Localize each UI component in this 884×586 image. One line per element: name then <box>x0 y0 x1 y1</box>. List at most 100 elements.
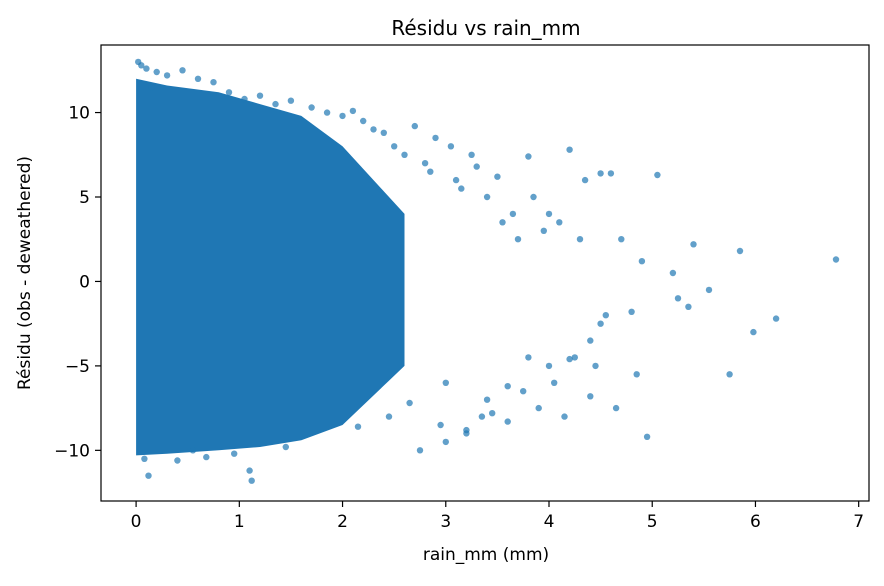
scatter-point <box>690 241 697 248</box>
scatter-point <box>148 84 155 91</box>
scatter-point <box>437 421 444 429</box>
data-points <box>135 58 840 484</box>
scatter-point <box>463 426 470 434</box>
scatter-point <box>669 269 677 277</box>
x-tick-label: 0 <box>131 512 142 532</box>
scatter-point <box>576 236 584 243</box>
y-tick-label: −5 <box>65 357 90 377</box>
scatter-point <box>447 143 455 150</box>
scatter-point <box>380 129 387 136</box>
scatter-point <box>241 95 248 103</box>
scatter-point <box>416 447 424 454</box>
scatter-point <box>612 404 620 412</box>
scatter-point <box>385 413 393 420</box>
scatter-point <box>401 151 408 158</box>
scatter-point <box>607 170 615 177</box>
scatter-point <box>141 455 148 462</box>
scatter-point <box>504 418 511 425</box>
scatter-point <box>452 176 460 184</box>
scatter-point <box>282 443 289 451</box>
scatter-point <box>592 362 599 370</box>
scatter-point <box>458 185 465 192</box>
scatter-point <box>427 168 434 175</box>
scatter-point <box>370 126 377 133</box>
scatter-point <box>525 153 532 160</box>
x-tick-label: 2 <box>337 512 348 532</box>
scatter-point <box>561 413 568 420</box>
y-tick-label: 10 <box>68 104 90 124</box>
x-axis-ticks: 0 1 2 3 4 5 6 7 <box>131 501 864 532</box>
scatter-point <box>566 355 573 363</box>
scatter-point <box>535 404 542 412</box>
scatter-point <box>248 477 255 484</box>
scatter-point <box>138 62 145 69</box>
scatter-point <box>339 112 346 120</box>
chart-title: Résidu vs rain_mm <box>391 16 580 40</box>
y-tick-label: −10 <box>54 441 90 461</box>
y-tick-label: 5 <box>79 188 90 208</box>
scatter-point <box>225 89 233 96</box>
scatter-point <box>597 320 604 327</box>
scatter-point <box>189 447 197 454</box>
x-tick-label: 7 <box>853 512 864 532</box>
scatter-point <box>406 399 413 407</box>
scatter-point <box>736 247 744 255</box>
scatter-point <box>163 72 171 79</box>
scatter-point <box>525 354 532 361</box>
y-axis-ticks: −10 −5 0 5 10 <box>54 104 101 461</box>
scatter-point <box>153 68 160 76</box>
scatter-point <box>509 210 517 218</box>
scatter-point <box>638 258 646 265</box>
dense-scatter-region <box>136 78 405 456</box>
scatter-point <box>354 423 362 430</box>
x-tick-label: 6 <box>750 512 761 532</box>
scatter-point <box>587 393 594 400</box>
scatter-point <box>494 173 501 180</box>
scatter-point <box>654 171 661 179</box>
scatter-point <box>391 143 398 150</box>
plot-area-frame <box>100 44 870 502</box>
y-axis-label: Résidu (obs - deweathered) <box>15 156 35 390</box>
scatter-point <box>556 219 563 226</box>
scatter-point <box>587 337 594 344</box>
scatter-point <box>483 396 491 403</box>
scatter-point <box>179 67 186 74</box>
scatter-point <box>483 193 491 201</box>
scatter-point <box>514 236 522 243</box>
scatter-point <box>349 107 357 115</box>
x-tick-label: 5 <box>647 512 658 532</box>
scatter-point <box>597 170 604 177</box>
scatter-point <box>174 457 181 464</box>
scatter-point <box>360 117 367 125</box>
scatter-point <box>633 371 640 378</box>
scatter-point <box>272 100 279 108</box>
scatter-point <box>674 295 682 302</box>
scatter-point <box>750 328 757 336</box>
scatter-point <box>685 303 692 310</box>
scatter-point <box>246 467 253 474</box>
scatter-point <box>442 379 449 386</box>
scatter-point <box>194 75 202 83</box>
scatter-point <box>287 97 295 104</box>
scatter-point <box>468 151 475 158</box>
scatter-point <box>551 379 558 386</box>
scatter-point <box>210 79 217 86</box>
x-axis-label: rain_mm (mm) <box>423 545 549 565</box>
scatter-point <box>473 163 480 170</box>
x-tick-label: 3 <box>440 512 451 532</box>
scatter-point <box>256 92 264 99</box>
scatter-point <box>832 256 840 263</box>
dense-point-cloud <box>136 78 405 456</box>
scatter-point <box>432 134 439 142</box>
scatter-point <box>203 453 210 461</box>
y-tick-label: 0 <box>79 272 90 292</box>
scatter-point <box>628 308 635 315</box>
scatter-point <box>602 312 609 319</box>
scatter-point <box>520 388 527 395</box>
scatter-point <box>478 413 486 420</box>
scatter-point <box>545 210 553 218</box>
x-tick-label: 4 <box>544 512 555 532</box>
x-tick-label: 1 <box>234 512 245 532</box>
